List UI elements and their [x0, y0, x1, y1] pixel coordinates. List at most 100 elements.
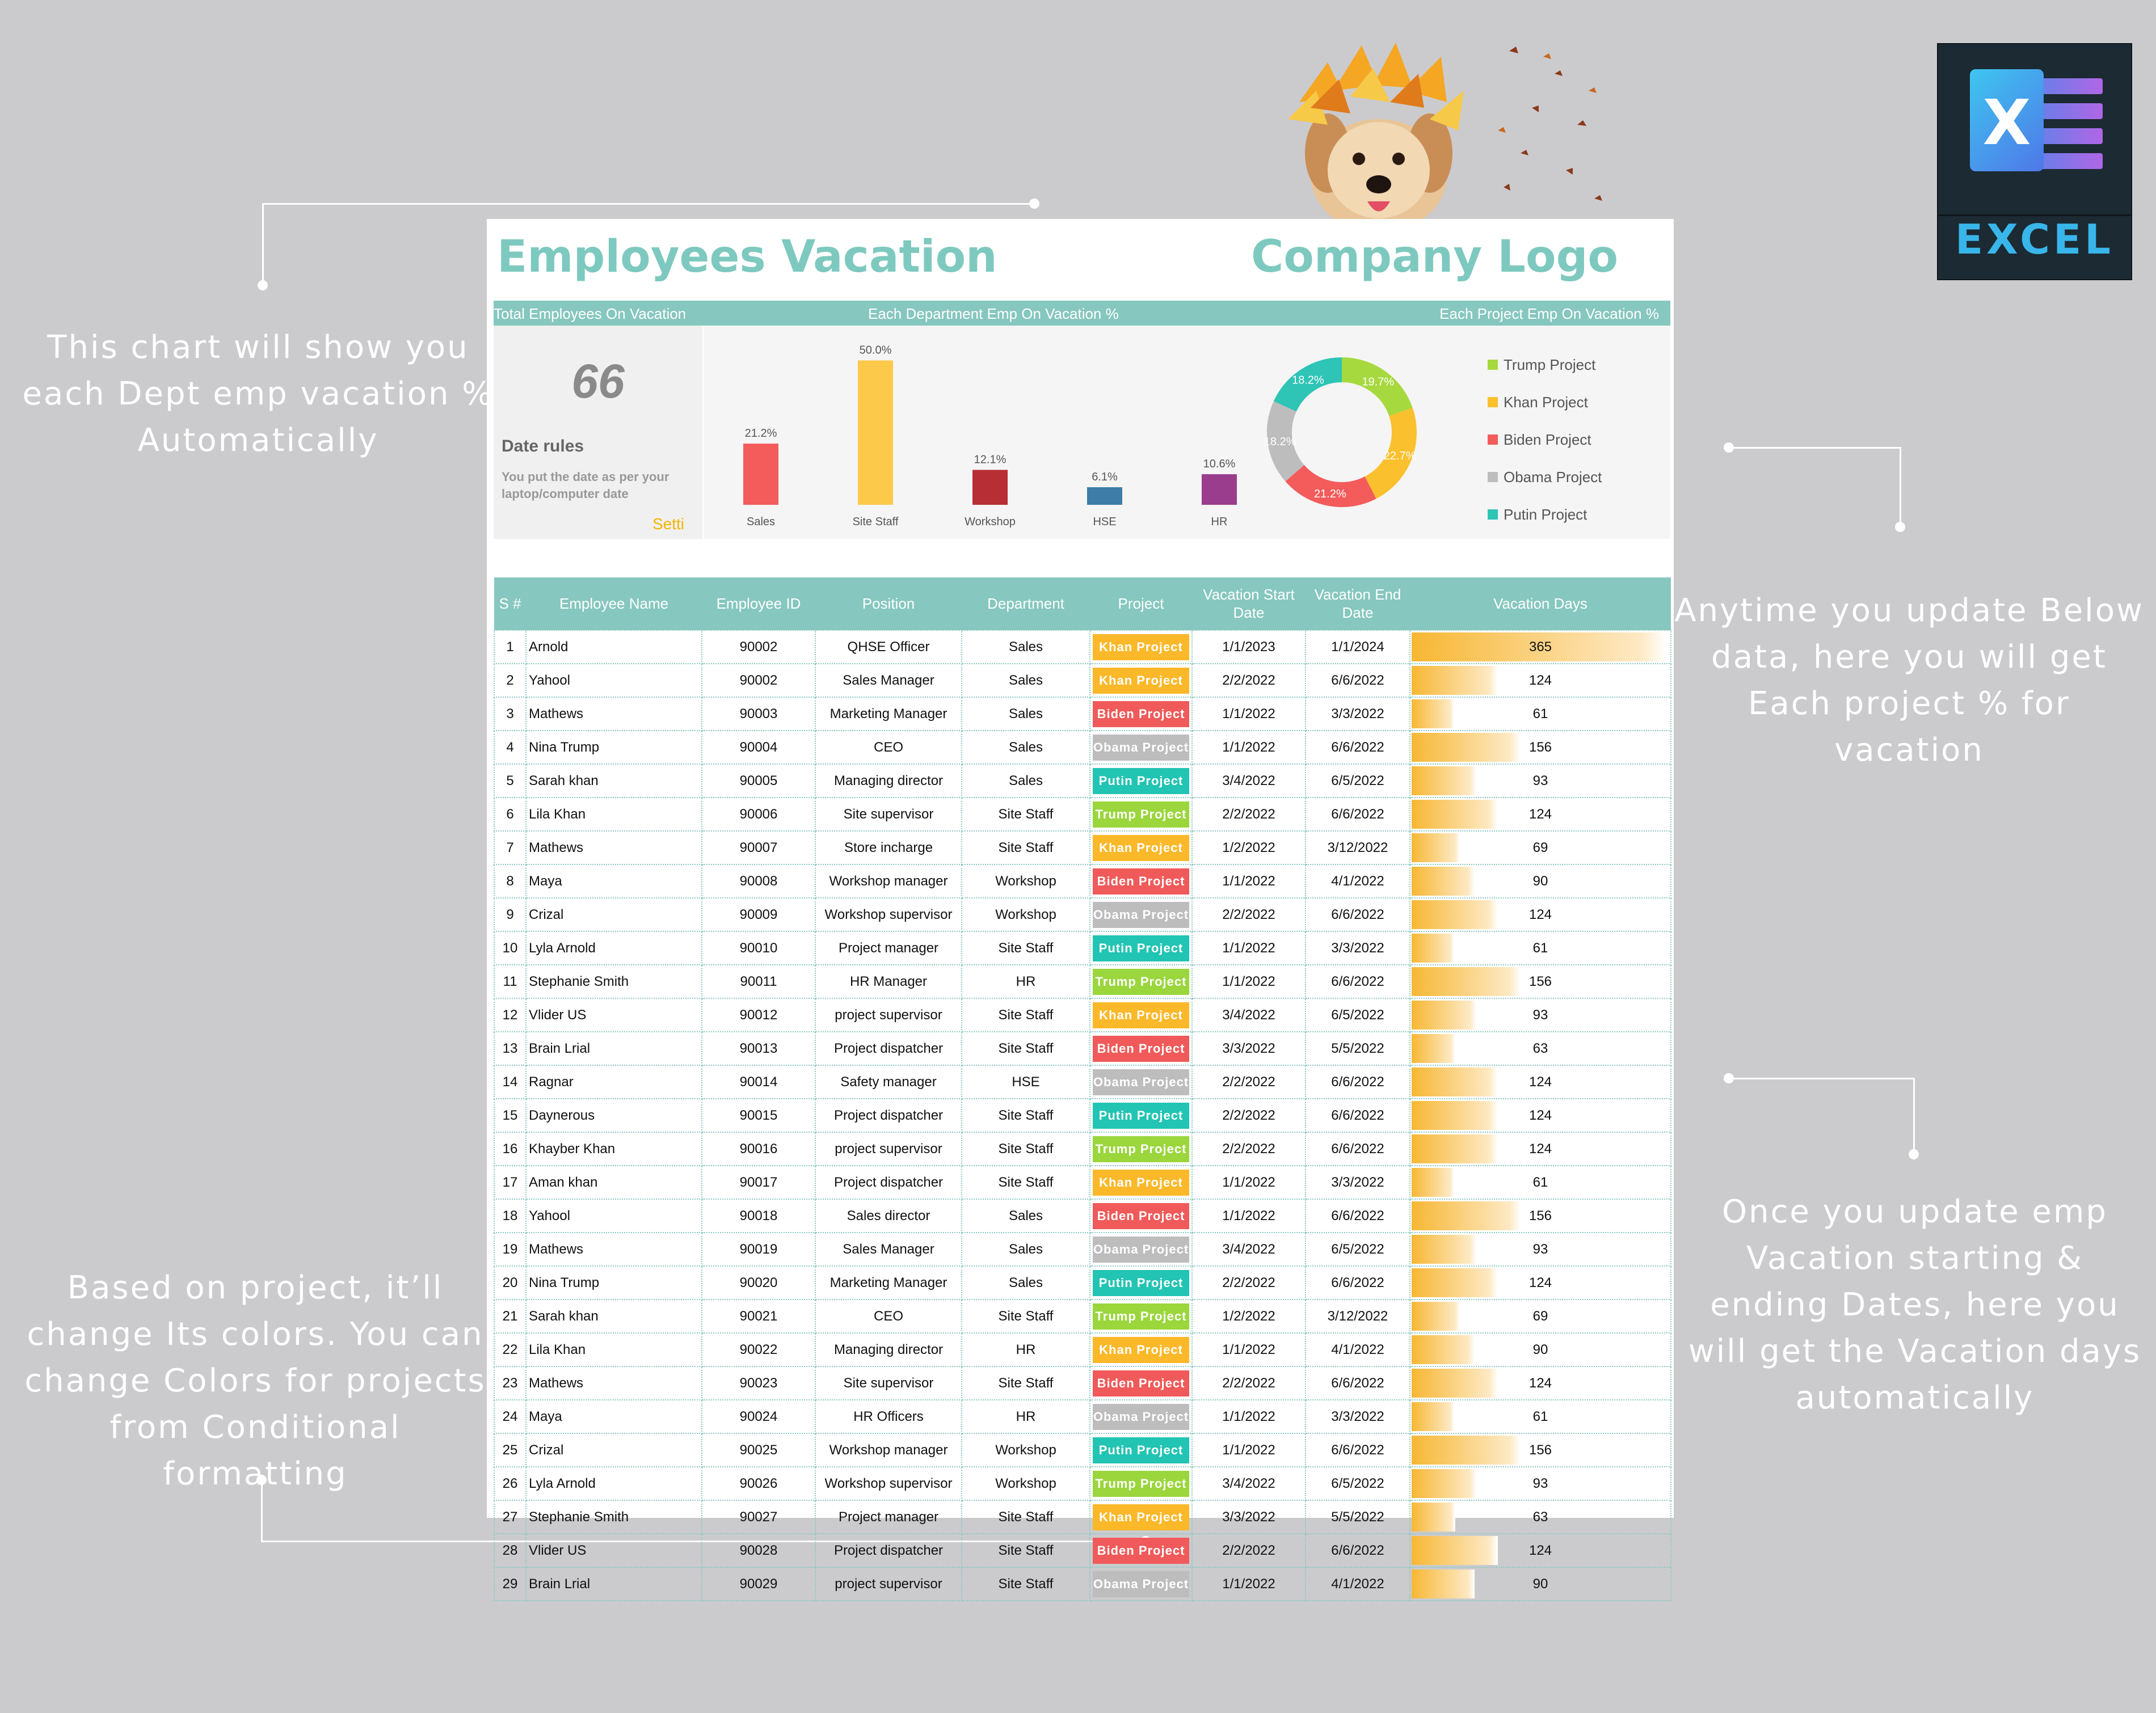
cell-position[interactable]: project supervisor [815, 1132, 962, 1166]
cell-vacation-days[interactable]: 61 [1409, 931, 1671, 965]
cell-start-date[interactable]: 1/1/2022 [1191, 1332, 1306, 1367]
cell-sn[interactable]: 23 [494, 1366, 527, 1400]
cell-end-date[interactable]: 6/6/2022 [1305, 1433, 1410, 1467]
cell-department[interactable]: Sales [961, 1265, 1090, 1300]
cell-start-date[interactable]: 3/4/2022 [1191, 998, 1306, 1032]
cell-end-date[interactable]: 6/5/2022 [1305, 763, 1410, 798]
cell-employee-name[interactable]: Mathews [525, 1232, 702, 1267]
cell-position[interactable]: Managing director [815, 763, 962, 798]
cell-end-date[interactable]: 6/6/2022 [1305, 897, 1410, 932]
cell-employee-name[interactable]: Yahool [525, 663, 702, 698]
cell-employee-name[interactable]: Yahool [525, 1199, 702, 1233]
cell-start-date[interactable]: 2/2/2022 [1191, 1265, 1306, 1300]
cell-vacation-days[interactable]: 61 [1409, 1399, 1671, 1434]
cell-employee-name[interactable]: Maya [525, 1399, 702, 1434]
cell-start-date[interactable]: 1/1/2022 [1191, 697, 1306, 731]
cell-position[interactable]: Project manager [815, 1500, 962, 1534]
cell-project[interactable]: Obama Project [1089, 897, 1193, 932]
cell-sn[interactable]: 8 [494, 864, 527, 898]
cell-project[interactable]: Trump Project [1089, 1299, 1193, 1334]
cell-department[interactable]: Sales [961, 1232, 1090, 1267]
cell-department[interactable]: Sales [961, 630, 1090, 664]
cell-start-date[interactable]: 1/1/2022 [1191, 1165, 1306, 1200]
cell-position[interactable]: Workshop manager [815, 864, 962, 898]
cell-employee-name[interactable]: Brain Lrial [525, 1567, 702, 1601]
cell-employee-id[interactable]: 90016 [701, 1132, 816, 1166]
cell-vacation-days[interactable]: 156 [1409, 964, 1671, 999]
cell-vacation-days[interactable]: 90 [1409, 1567, 1671, 1601]
cell-start-date[interactable]: 1/1/2023 [1191, 630, 1306, 664]
cell-position[interactable]: project supervisor [815, 1567, 962, 1601]
cell-vacation-days[interactable]: 90 [1409, 1332, 1671, 1367]
cell-sn[interactable]: 21 [494, 1299, 527, 1334]
cell-position[interactable]: Project dispatcher [815, 1098, 962, 1133]
cell-project[interactable]: Khan Project [1089, 1332, 1193, 1367]
cell-project[interactable]: Obama Project [1089, 730, 1193, 765]
cell-sn[interactable]: 1 [494, 630, 527, 664]
cell-department[interactable]: Workshop [961, 897, 1090, 932]
cell-vacation-days[interactable]: 61 [1409, 1165, 1671, 1200]
cell-position[interactable]: Site supervisor [815, 797, 962, 832]
cell-sn[interactable]: 19 [494, 1232, 527, 1267]
cell-department[interactable]: HSE [961, 1065, 1090, 1099]
cell-sn[interactable]: 20 [494, 1265, 527, 1300]
cell-vacation-days[interactable]: 63 [1409, 1500, 1671, 1534]
cell-end-date[interactable]: 6/5/2022 [1305, 1466, 1410, 1501]
cell-employee-name[interactable]: Vlider US [525, 1533, 702, 1568]
cell-position[interactable]: Sales Manager [815, 663, 962, 698]
cell-position[interactable]: Project manager [815, 931, 962, 965]
cell-vacation-days[interactable]: 93 [1409, 1466, 1671, 1501]
cell-start-date[interactable]: 2/2/2022 [1191, 1132, 1306, 1166]
cell-start-date[interactable]: 3/4/2022 [1191, 1466, 1306, 1501]
cell-end-date[interactable]: 4/1/2022 [1305, 864, 1410, 898]
cell-position[interactable]: Workshop supervisor [815, 1466, 962, 1501]
cell-employee-name[interactable]: Arnold [525, 630, 702, 664]
cell-vacation-days[interactable]: 124 [1409, 1366, 1671, 1400]
cell-project[interactable]: Obama Project [1089, 1567, 1193, 1601]
cell-employee-id[interactable]: 90012 [701, 998, 816, 1032]
cell-vacation-days[interactable]: 90 [1409, 864, 1671, 898]
cell-end-date[interactable]: 3/3/2022 [1305, 697, 1410, 731]
cell-start-date[interactable]: 3/3/2022 [1191, 1500, 1306, 1534]
cell-employee-id[interactable]: 90006 [701, 797, 816, 832]
cell-department[interactable]: Site Staff [961, 830, 1090, 865]
cell-department[interactable]: Site Staff [961, 1132, 1090, 1166]
cell-employee-id[interactable]: 90024 [701, 1399, 816, 1434]
cell-end-date[interactable]: 6/6/2022 [1305, 797, 1410, 832]
cell-department[interactable]: Workshop [961, 864, 1090, 898]
cell-employee-id[interactable]: 90008 [701, 864, 816, 898]
cell-vacation-days[interactable]: 61 [1409, 697, 1671, 731]
cell-position[interactable]: Store incharge [815, 830, 962, 865]
cell-employee-name[interactable]: Stephanie Smith [525, 1500, 702, 1534]
cell-sn[interactable]: 26 [494, 1466, 527, 1501]
cell-department[interactable]: Sales [961, 1199, 1090, 1233]
cell-employee-name[interactable]: Lila Khan [525, 1332, 702, 1367]
cell-employee-name[interactable]: Nina Trump [525, 1265, 702, 1300]
col-header-project[interactable]: Project [1090, 577, 1192, 630]
cell-department[interactable]: Sales [961, 663, 1090, 698]
cell-sn[interactable]: 11 [494, 964, 527, 999]
col-header-start-date[interactable]: Vacation Start Date [1192, 577, 1306, 630]
cell-department[interactable]: Site Staff [961, 1500, 1090, 1534]
cell-end-date[interactable]: 6/6/2022 [1305, 730, 1410, 765]
cell-end-date[interactable]: 3/3/2022 [1305, 1399, 1410, 1434]
cell-employee-id[interactable]: 90026 [701, 1466, 816, 1501]
cell-sn[interactable]: 2 [494, 663, 527, 698]
cell-employee-name[interactable]: Daynerous [525, 1098, 702, 1133]
cell-project[interactable]: Putin Project [1089, 1433, 1193, 1467]
cell-vacation-days[interactable]: 156 [1409, 1433, 1671, 1467]
cell-end-date[interactable]: 6/6/2022 [1305, 1132, 1410, 1166]
cell-position[interactable]: Workshop manager [815, 1433, 962, 1467]
cell-vacation-days[interactable]: 124 [1409, 1065, 1671, 1099]
cell-sn[interactable]: 12 [494, 998, 527, 1032]
cell-start-date[interactable]: 1/1/2022 [1191, 864, 1306, 898]
cell-vacation-days[interactable]: 365 [1409, 630, 1671, 664]
cell-project[interactable]: Khan Project [1089, 630, 1193, 664]
cell-employee-id[interactable]: 90018 [701, 1199, 816, 1233]
cell-project[interactable]: Obama Project [1089, 1232, 1193, 1267]
cell-project[interactable]: Khan Project [1089, 1165, 1193, 1200]
col-header-end-date[interactable]: Vacation End Date [1306, 577, 1410, 630]
cell-position[interactable]: project supervisor [815, 998, 962, 1032]
cell-employee-name[interactable]: Sarah khan [525, 763, 702, 798]
cell-employee-name[interactable]: Crizal [525, 1433, 702, 1467]
